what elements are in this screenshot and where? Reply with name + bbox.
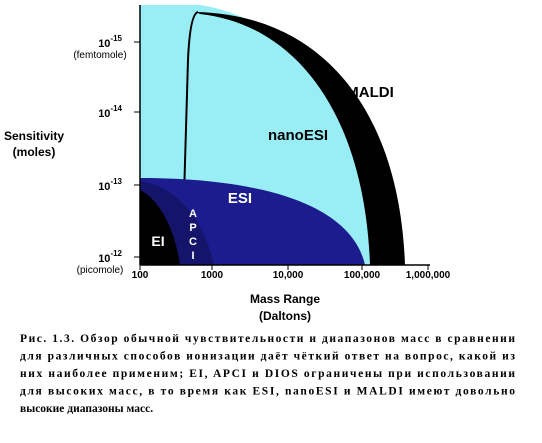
tick-base: 10 bbox=[98, 38, 110, 50]
y-axis-title: Sensitivity bbox=[4, 129, 64, 143]
tick-base: 10 bbox=[98, 253, 110, 265]
y-tick-label: 10-13 bbox=[98, 177, 122, 193]
y-tick-label: 10-15 bbox=[98, 34, 122, 50]
x-tick-label: 1,000,000 bbox=[406, 270, 451, 281]
tick-exponent: -12 bbox=[110, 249, 122, 258]
region-label: ESI bbox=[228, 190, 252, 207]
x-axis-title: (Daltons) bbox=[259, 309, 311, 323]
maldi-region bbox=[196, 12, 405, 265]
tick-exponent: -15 bbox=[110, 34, 122, 43]
x-tick-label: 1000 bbox=[201, 270, 224, 281]
caption-line: высокие диапазоны масс. bbox=[20, 403, 153, 415]
x-tick-label: 100,000 bbox=[344, 270, 381, 281]
tick-note: (picomole) bbox=[77, 265, 124, 276]
caption-line: для высоких масс, в то время как ESI, na… bbox=[20, 386, 515, 398]
y-tick-label: 10-14 bbox=[98, 104, 122, 120]
region-label: C bbox=[189, 236, 197, 248]
tick-exponent: -13 bbox=[110, 177, 122, 186]
y-axis-title: (moles) bbox=[13, 145, 56, 159]
ei-region bbox=[140, 190, 180, 265]
region-label: nanoESI bbox=[268, 127, 328, 144]
x-tick-label: 10,000 bbox=[273, 270, 304, 281]
y-tick-label: 10-12 bbox=[98, 249, 122, 265]
tick-note: (femtomole) bbox=[73, 50, 126, 61]
tick-base: 10 bbox=[98, 108, 110, 120]
caption-line: Рис. 1.3. Обзор обычной чувствительности… bbox=[20, 333, 515, 345]
region-label: MALDI bbox=[346, 84, 394, 101]
region-label: I bbox=[191, 250, 194, 262]
tick-base: 10 bbox=[98, 181, 110, 193]
caption-line: для различных способов ионизации даёт чё… bbox=[20, 351, 515, 363]
x-tick-label: 100 bbox=[132, 270, 149, 281]
tick-exponent: -14 bbox=[110, 104, 122, 113]
region-label: P bbox=[189, 222, 196, 234]
region-label: A bbox=[189, 208, 197, 220]
x-axis-title: Mass Range bbox=[250, 292, 320, 306]
region-label: EI bbox=[151, 233, 164, 249]
caption-line: них наиболее применим; EI, APCI и DIOS о… bbox=[20, 368, 515, 380]
nanoesi-boundary bbox=[181, 11, 199, 266]
